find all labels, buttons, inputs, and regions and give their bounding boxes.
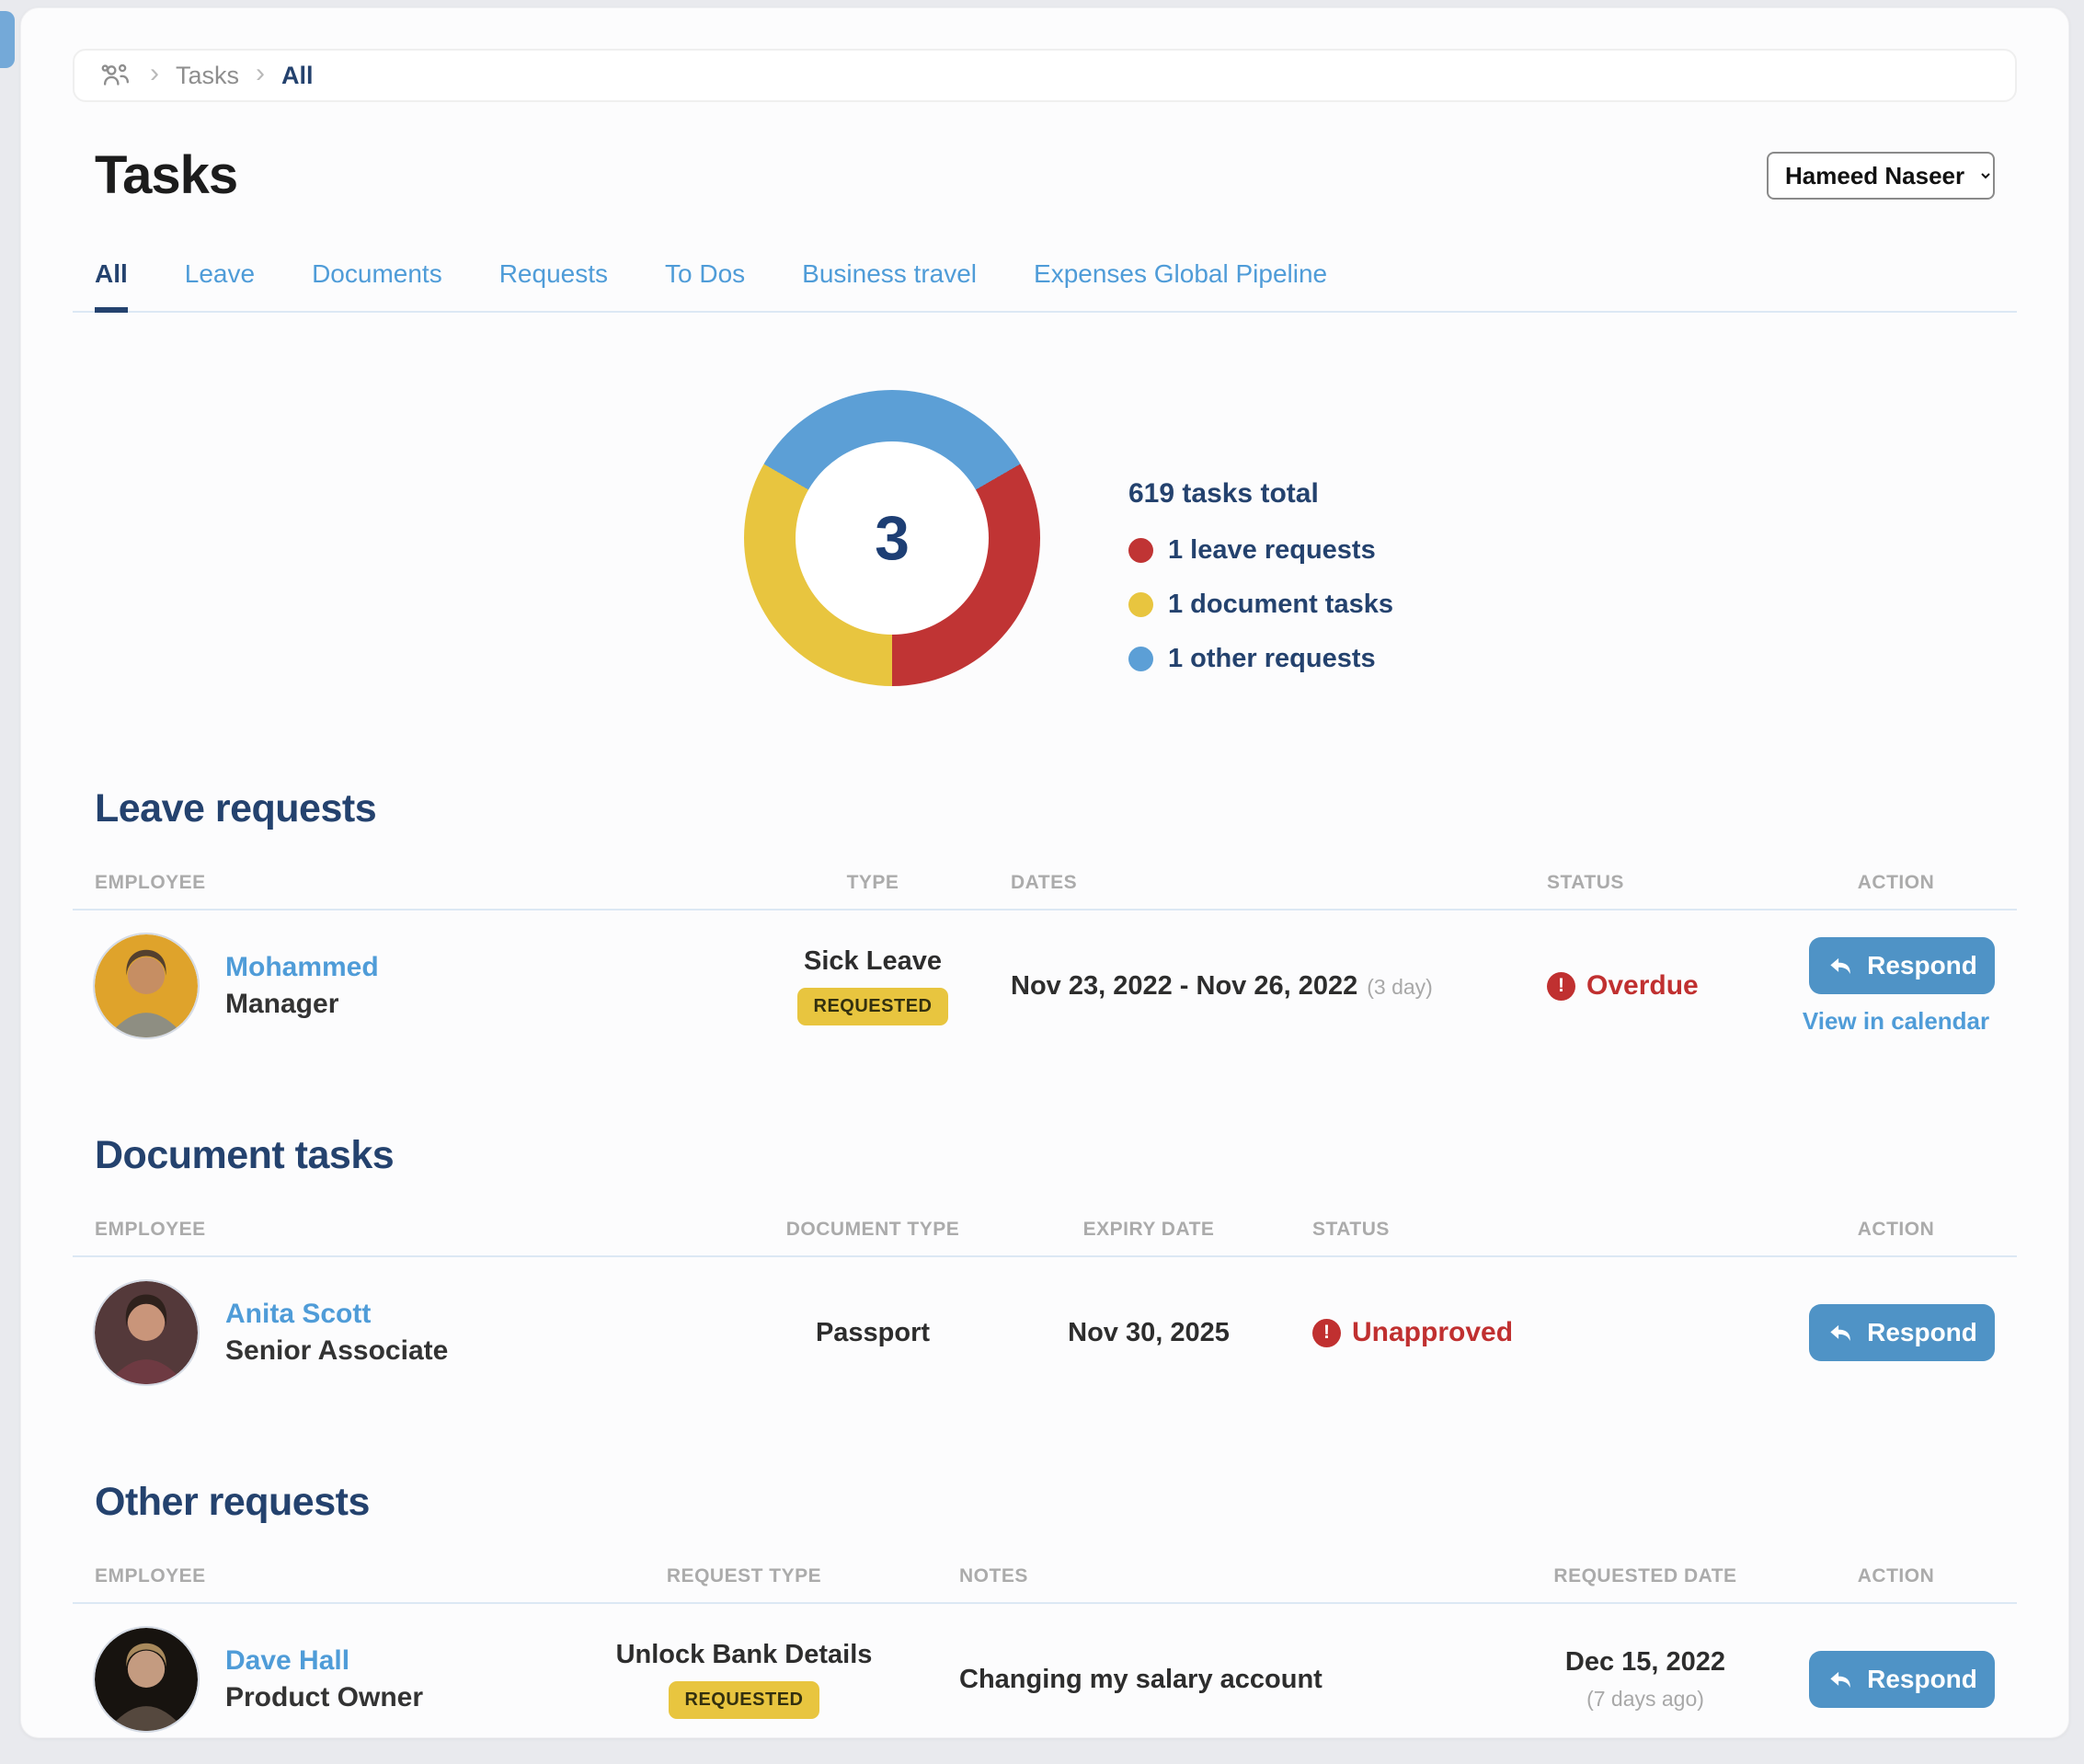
people-icon[interactable]	[98, 58, 133, 93]
leave-dates: Nov 23, 2022 - Nov 26, 2022	[1011, 970, 1358, 1001]
page-title: Tasks	[95, 145, 238, 205]
requested-badge: REQUESTED	[796, 988, 949, 1025]
other-table-header: EMPLOYEE REQUEST TYPE NOTES REQUESTED DA…	[73, 1565, 2017, 1604]
requested-badge: REQUESTED	[668, 1681, 820, 1719]
document-type: Passport	[815, 1317, 931, 1347]
avatar-anita-scott[interactable]	[95, 1281, 198, 1384]
requested-date: Dec 15, 2022	[1564, 1647, 1726, 1677]
employee-name-link[interactable]: Anita Scott	[225, 1299, 372, 1329]
respond-button[interactable]: Respond	[1809, 1304, 1995, 1361]
donut-chart: 3	[744, 390, 1040, 686]
document-task-row: Anita Scott Senior Associate Passport No…	[73, 1257, 2017, 1412]
breadcrumb-tasks[interactable]: Tasks	[176, 61, 240, 89]
respond-button[interactable]: Respond	[1809, 936, 1995, 994]
breadcrumb: › Tasks › All	[73, 49, 2017, 102]
tab-all[interactable]: All	[95, 259, 128, 313]
view-in-calendar-link[interactable]: View in calendar	[1802, 1006, 1990, 1035]
status-overdue: Overdue	[1586, 970, 1699, 1001]
document-tasks-heading: Document tasks	[95, 1133, 395, 1177]
leave-duration: (3 day)	[1367, 974, 1433, 999]
user-dropdown[interactable]: Hameed Naseer	[1767, 151, 1995, 200]
sidebar-peek-tab[interactable]	[0, 11, 15, 68]
donut-center-value: 3	[875, 503, 910, 573]
tab-business-travel[interactable]: Business travel	[802, 259, 978, 288]
chart-legend: 619 tasks total 1 leave requests 1 docum…	[1128, 478, 1393, 698]
tab-documents[interactable]: Documents	[312, 259, 442, 288]
breadcrumb-separator: ›	[256, 58, 266, 88]
avatar-mohammed[interactable]	[95, 934, 198, 1037]
breadcrumb-all[interactable]: All	[281, 61, 314, 89]
leave-requests-heading: Leave requests	[95, 786, 377, 830]
employee-role: Product Owner	[225, 1682, 424, 1712]
documents-table-header: EMPLOYEE DOCUMENT TYPE EXPIRY DATE STATU…	[73, 1219, 2017, 1257]
breadcrumb-separator: ›	[150, 58, 159, 88]
tasks-summary-chart: 3 619 tasks total 1 leave requests 1 doc…	[73, 390, 2017, 698]
other-request-row: Dave Hall Product Owner Unlock Bank Deta…	[73, 1604, 2017, 1737]
reply-icon	[1830, 1324, 1850, 1341]
avatar-dave-hall[interactable]	[95, 1628, 198, 1731]
employee-role: Manager	[225, 989, 339, 1019]
respond-button[interactable]: Respond	[1809, 1651, 1995, 1708]
leave-type: Sick Leave	[804, 946, 942, 976]
legend-item-leave: 1 leave requests	[1128, 535, 1393, 566]
tab-expenses-global-pipeline[interactable]: Expenses Global Pipeline	[1034, 259, 1328, 288]
legend-item-documents: 1 document tasks	[1128, 590, 1393, 620]
tab-todos[interactable]: To Dos	[665, 259, 746, 288]
legend-dot-blue	[1128, 647, 1153, 671]
reply-icon	[1830, 957, 1850, 974]
request-type: Unlock Bank Details	[615, 1640, 873, 1669]
tab-bar: All Leave Documents Requests To Dos Busi…	[73, 259, 2017, 313]
leave-request-row: Mohammed Manager Sick Leave REQUESTED No…	[73, 911, 2017, 1065]
expiry-date: Nov 30, 2025	[1068, 1317, 1230, 1347]
leave-table-header: EMPLOYEE TYPE DATES STATUS ACTION	[73, 872, 2017, 911]
reply-icon	[1830, 1671, 1850, 1688]
legend-dot-yellow	[1128, 592, 1153, 617]
tab-leave[interactable]: Leave	[184, 259, 256, 288]
other-requests-heading: Other requests	[95, 1480, 370, 1524]
employee-name-link[interactable]: Mohammed	[225, 952, 379, 982]
tab-requests[interactable]: Requests	[498, 259, 608, 288]
legend-dot-red	[1128, 538, 1153, 563]
employee-name-link[interactable]: Dave Hall	[225, 1645, 350, 1676]
status-unapproved: Unapproved	[1352, 1317, 1514, 1347]
requested-date-ago: (7 days ago)	[1586, 1687, 1704, 1711]
alert-icon: !	[1312, 1318, 1341, 1347]
alert-icon: !	[1547, 971, 1575, 1001]
request-notes: Changing my salary account	[959, 1664, 1323, 1694]
legend-item-other: 1 other requests	[1128, 644, 1393, 674]
main-card: › Tasks › All Tasks Hameed Naseer All Le…	[20, 7, 2069, 1738]
donut-hole: 3	[796, 441, 989, 635]
legend-title: 619 tasks total	[1128, 478, 1319, 509]
employee-role: Senior Associate	[225, 1335, 449, 1366]
